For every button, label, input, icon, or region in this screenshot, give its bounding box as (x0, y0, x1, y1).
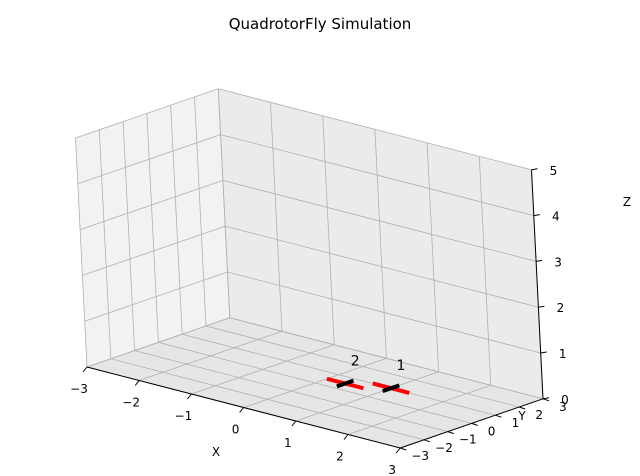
grid-y-floor (134, 350, 448, 432)
grid-x-back (322, 115, 335, 345)
z-tick-label: 3 (554, 255, 562, 269)
grid-x-back (374, 129, 387, 359)
x-tick-mark (239, 407, 244, 413)
grid-z-side (79, 180, 224, 230)
z-tick-label: 4 (552, 210, 560, 224)
x-tick-label: −2 (122, 396, 140, 410)
grid-z-back (225, 225, 539, 308)
grid-z-side (77, 134, 221, 185)
grid-y-side (194, 96, 207, 327)
y-tick-mark (423, 439, 431, 443)
y-tick-mark (495, 414, 502, 418)
z-axis-line (531, 169, 544, 399)
y-tick-label: 3 (559, 400, 567, 414)
grid-z-back (220, 134, 534, 216)
grid-z-side (86, 317, 230, 368)
x-tick-mark (187, 393, 192, 400)
grid-y-floor (110, 358, 425, 441)
y-tick-mark (471, 422, 478, 426)
quadrotor-label: 2 (351, 354, 360, 370)
grid-z-back (222, 180, 537, 262)
x-tick-label: 1 (284, 436, 292, 450)
grid-z-side (75, 88, 219, 139)
quadrotor-arm-black (382, 383, 400, 393)
z-tick-label: 0 (561, 393, 569, 407)
grid-x-back (426, 142, 439, 372)
x-tick-mark (395, 447, 401, 454)
grid-y-side (98, 129, 112, 359)
grid-z-back (218, 88, 532, 171)
x-tick-label: 3 (388, 463, 396, 476)
x-tick-label: −3 (70, 382, 88, 396)
y-axis-label: Y (517, 409, 526, 423)
y-tick-label: 1 (512, 416, 520, 430)
z-tick-mark (536, 259, 543, 262)
y-tick-label: 0 (488, 424, 496, 438)
x-tick-label: −1 (175, 409, 193, 423)
z-tick-label: 1 (559, 347, 567, 361)
y-tick-label: 2 (535, 408, 543, 422)
quadrotor-markers: 12 (326, 354, 410, 395)
y-tick-label: −1 (459, 433, 477, 447)
grid-lines (75, 88, 544, 449)
axis-lines (82, 168, 550, 454)
x-tick-mark (82, 366, 88, 373)
chart-title: QuadrotorFly Simulation (229, 15, 412, 33)
z-tick-mark (542, 397, 550, 400)
grid-y-side (146, 113, 159, 343)
z-tick-label: 5 (550, 164, 558, 178)
grid-z-side (84, 271, 228, 322)
axes-panes (75, 88, 544, 448)
z-tick-mark (540, 351, 547, 354)
grid-z-side (82, 225, 226, 276)
y-tick-mark (447, 431, 454, 435)
x-tick-mark (343, 434, 349, 440)
grid-z-back (229, 317, 544, 400)
grid-x-back (478, 156, 492, 386)
quadrotor-arm-black (336, 378, 355, 389)
x-axis-label: X (212, 445, 220, 459)
x-tick-mark (291, 420, 297, 427)
grid-y-side (122, 121, 135, 351)
z-axis-label: Z (623, 195, 631, 209)
x-tick-mark (134, 380, 140, 386)
quadrotor-label: 1 (397, 358, 406, 374)
grid-y-floor (158, 342, 472, 424)
grid-y-side (170, 105, 183, 335)
x-tick-label: 2 (336, 450, 344, 464)
y-tick-label: −3 (411, 449, 429, 463)
z-tick-mark (538, 305, 545, 308)
y-tick-mark (400, 447, 407, 451)
y-tick-mark (519, 406, 526, 410)
grid-y-floor (182, 333, 496, 416)
grid-x-back (270, 102, 283, 332)
grid-y-floor (205, 325, 520, 408)
z-tick-mark (533, 214, 540, 217)
grid-y-side (75, 137, 88, 368)
y-tick-label: −2 (435, 441, 453, 455)
x-tick-label: 0 (232, 423, 240, 437)
z-tick-mark (531, 168, 538, 171)
grid-y-side (217, 88, 231, 318)
grid-z-back (227, 271, 541, 354)
z-tick-label: 2 (557, 301, 565, 315)
